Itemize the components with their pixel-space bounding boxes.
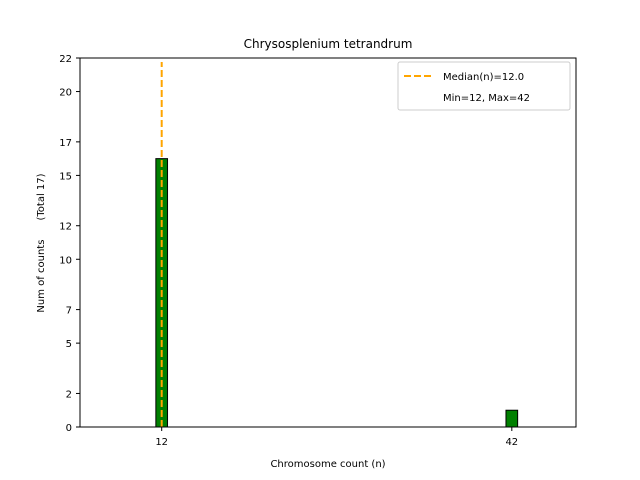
y-tick-label-17: 17 (59, 138, 72, 149)
x-tick-label-12: 12 (155, 437, 168, 448)
chart-title: Chrysosplenium tetrandrum (244, 37, 413, 51)
y-tick-label-12: 12 (59, 222, 72, 233)
y-tick-label-20: 20 (59, 88, 72, 99)
plot-frame (79, 57, 577, 428)
y-tick-label-7: 7 (66, 306, 72, 317)
y-tick-label-15: 15 (59, 171, 72, 182)
legend-minmax-label: Min=12, Max=42 (443, 93, 530, 104)
legend: Median(n)=12.0 Min=12, Max=42 (397, 61, 571, 111)
y-tick-label-10: 10 (59, 255, 72, 266)
legend-median-label: Median(n)=12.0 (443, 72, 524, 83)
x-axis-label: Chromosome count (n) (270, 459, 385, 470)
y-tick-label-0: 0 (66, 423, 72, 434)
x-axis: 12 42 (155, 427, 518, 448)
y-tick-label-22: 22 (59, 54, 72, 65)
legend-frame (397, 61, 571, 111)
y-tick-label-5: 5 (66, 339, 72, 350)
bar-42 (505, 409, 519, 428)
y-tick-label-2: 2 (66, 389, 72, 400)
x-tick-label-42: 42 (505, 437, 518, 448)
y-axis-label: Num of counts (Total 17) (36, 173, 47, 312)
y-axis: 0 2 5 7 10 12 15 17 20 22 (59, 54, 80, 434)
